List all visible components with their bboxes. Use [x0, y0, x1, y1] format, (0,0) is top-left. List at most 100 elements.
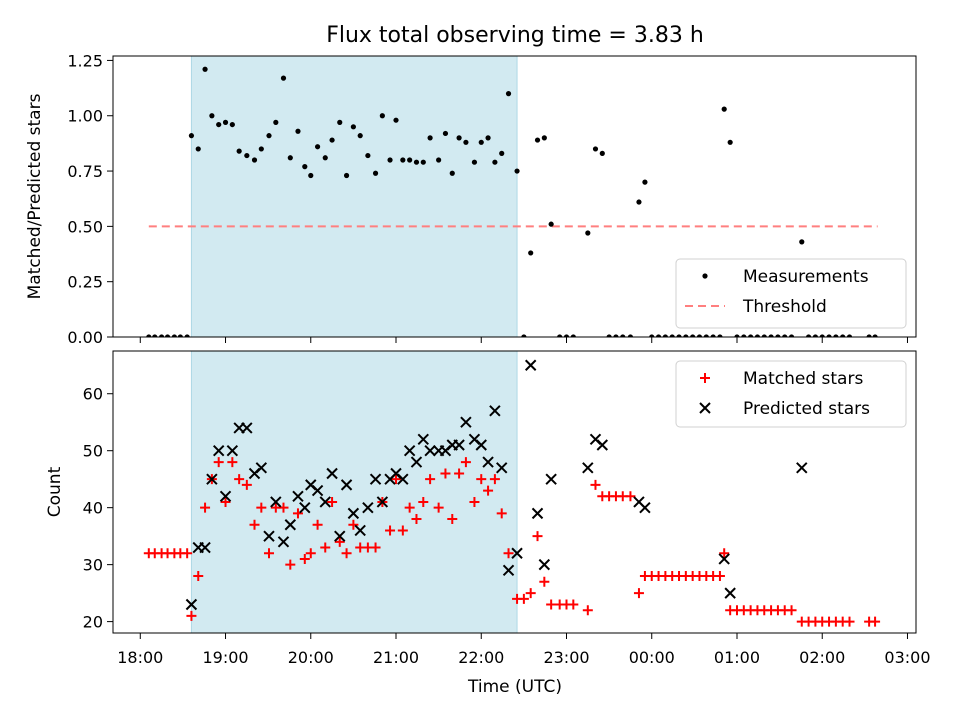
legend-label: Matched stars	[743, 369, 863, 389]
matched-star-marker	[312, 519, 323, 530]
x-tick-label: 23:00	[543, 648, 589, 667]
measurement-point	[229, 121, 235, 128]
measurement-point	[152, 334, 158, 337]
measurement-point	[314, 144, 321, 150]
predicted-star-marker	[362, 501, 374, 514]
measurement-point	[676, 334, 682, 337]
predicted-star-marker	[397, 473, 409, 485]
matched-star-marker	[503, 548, 514, 559]
measurement-point	[322, 155, 328, 161]
measurement-point	[372, 170, 379, 176]
matched-star-marker	[454, 468, 465, 479]
measurement-point	[528, 250, 534, 256]
predicted-star-marker	[403, 444, 416, 457]
measurement-point	[158, 334, 165, 337]
matched-star-marker	[447, 514, 458, 525]
x-tick-label: 19:00	[202, 648, 248, 667]
measurement-point	[655, 334, 662, 337]
measurement-point	[846, 334, 853, 337]
x-tick-label: 01:00	[714, 648, 760, 667]
predicted-star-marker	[376, 496, 389, 508]
predicted-star-marker	[255, 462, 268, 474]
x-axis-label: Time (UTC)	[467, 677, 562, 697]
matched-star-marker	[440, 468, 451, 479]
legend-label: Measurements	[743, 267, 869, 287]
y-tick-label: 1.25	[67, 51, 103, 70]
measurement-point	[557, 334, 563, 337]
y-tick-label: 0.75	[67, 162, 103, 181]
matched-star-marker	[633, 588, 644, 599]
measurement-point	[188, 133, 195, 139]
observing-window-band	[190, 350, 518, 634]
measurement-point	[805, 334, 812, 337]
matched-star-marker	[496, 508, 507, 519]
measurement-point	[727, 139, 733, 145]
y-tick-label: 20	[83, 613, 103, 632]
matched-star-marker	[460, 457, 471, 468]
measurement-point	[799, 239, 805, 245]
y-tick-label: 60	[83, 385, 103, 404]
matched-star-marker	[483, 485, 494, 496]
measurement-point	[379, 113, 385, 119]
matched-star-marker	[489, 474, 500, 485]
matched-star-marker	[193, 571, 204, 582]
matched-star-marker	[844, 616, 855, 627]
matched-star-marker	[213, 457, 224, 468]
matched-star-marker	[391, 474, 402, 485]
measurement-point	[258, 146, 264, 152]
predicted-star-marker	[582, 462, 594, 474]
predicted-star-marker	[334, 530, 346, 542]
measurement-point	[251, 157, 258, 163]
measurement-point	[754, 334, 761, 337]
measurement-point	[636, 199, 642, 205]
measurement-point	[244, 152, 250, 159]
matched-star-marker	[714, 571, 725, 582]
matched-star-marker	[186, 610, 197, 621]
measurement-point	[492, 159, 498, 165]
measurement-point	[662, 334, 668, 337]
measurement-point	[308, 172, 314, 179]
measurement-point	[463, 139, 469, 145]
measurement-point	[449, 170, 455, 176]
predicted-star-marker	[319, 496, 331, 508]
y-tick-label: 0.25	[67, 273, 103, 292]
predicted-star-marker	[311, 484, 324, 497]
measurement-point	[613, 334, 619, 337]
predicted-star-marker	[326, 467, 338, 480]
measurement-point	[184, 334, 190, 337]
legend-dot-icon	[702, 273, 708, 279]
predicted-star-marker	[354, 524, 366, 537]
y-tick-label: 0.50	[67, 217, 103, 236]
measurement-point	[350, 124, 356, 130]
ratio-panel: 0.00 0.25 0.50 0.75 1.00 1.25 Matched/Predicte…	[25, 51, 917, 347]
predicted-star-marker	[199, 541, 211, 554]
predicted-star-marker	[639, 501, 651, 514]
measurement-point	[471, 159, 478, 165]
measurement-point	[788, 334, 795, 337]
matched-star-marker	[256, 502, 267, 513]
measurement-point	[202, 66, 208, 72]
measurement-point	[548, 221, 554, 227]
predicted-star-marker	[410, 456, 423, 468]
measurement-point	[393, 117, 399, 123]
predicted-star-marker	[299, 501, 311, 514]
measurement-point	[499, 150, 505, 156]
y-tick-label: 40	[83, 499, 103, 518]
matched-star-marker	[227, 457, 238, 468]
matched-star-marker	[292, 508, 303, 519]
y-axis-label: Count	[45, 466, 65, 517]
matched-star-marker	[200, 502, 211, 513]
predicted-star-marker	[531, 507, 544, 520]
measurement-point	[717, 334, 723, 337]
measurement-point	[606, 334, 612, 337]
predicted-star-marker	[511, 547, 523, 559]
matched-star-marker	[263, 548, 274, 559]
matched-star-marker	[182, 548, 193, 559]
matched-star-marker	[278, 502, 289, 513]
measurement-point	[146, 334, 152, 337]
measurement-point	[400, 157, 406, 163]
legend-label: Threshold	[742, 297, 827, 317]
measurement-point	[620, 334, 626, 337]
measurement-point	[216, 121, 222, 128]
measurement-point	[478, 139, 484, 145]
